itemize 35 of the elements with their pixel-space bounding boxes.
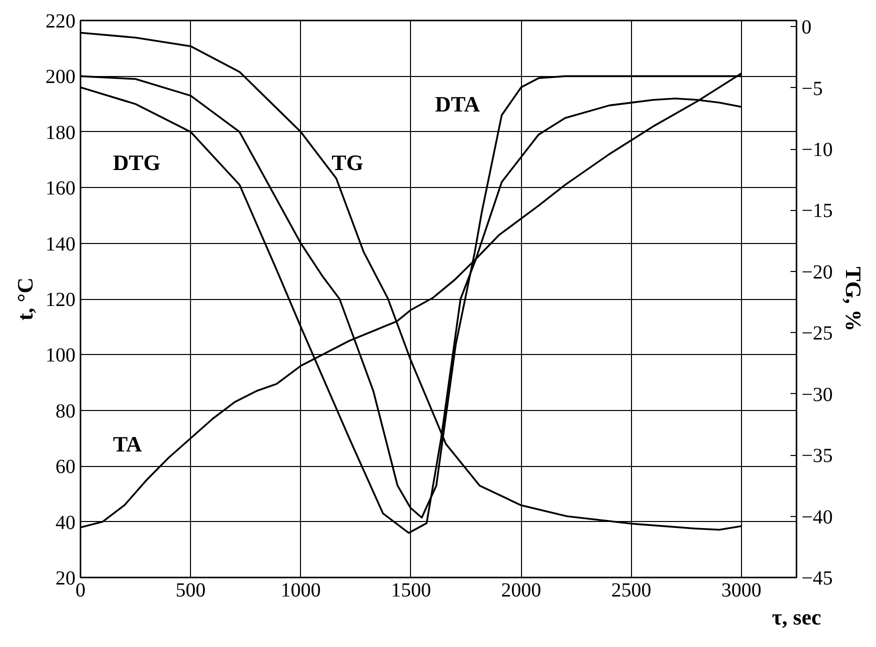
x-tick-label: 2000 [501,580,542,602]
y2-tick-label: −35 [802,445,833,468]
y-axis-title: t, °C [12,277,38,321]
y2-tick-label: −40 [802,506,833,528]
x-tick-label: 0 [76,580,86,602]
x-tick-label: 2500 [611,580,652,602]
y2-axis-title: TG, % [840,266,866,332]
y2-tick-label: −10 [802,139,833,162]
y-tick-label: 220 [46,10,76,32]
series-label: DTG [112,150,161,176]
y-tick-label: 180 [46,122,76,144]
y2-tick-label: −25 [802,322,833,345]
y-tick-label: 120 [46,289,76,311]
y-tick-label: 20 [56,568,76,590]
y-tick-label: 140 [46,233,76,256]
series-label: TA [112,431,142,456]
y-tick-label: 200 [46,66,76,88]
y-tick-label: 160 [46,178,76,200]
series-label: TG [332,150,364,176]
y2-tick-label: 0 [802,16,812,39]
y2-tick-label: −20 [802,261,833,284]
x-tick-label: 500 [176,580,206,602]
series-label: DTA [435,92,480,117]
y-tick-label: 60 [56,456,76,478]
x-tick-label: 3000 [721,580,762,602]
y2-tick-label: −5 [802,78,823,100]
y-tick-label: 40 [56,512,76,534]
x-axis-title: τ, sec [772,604,822,630]
x-tick-label: 1000 [280,580,321,602]
y2-tick-label: −30 [802,384,833,406]
y-tick-label: 100 [46,344,76,367]
y-tick-label: 80 [56,400,76,422]
y2-tick-label: −45 [802,568,833,590]
x-tick-label: 1500 [390,580,431,602]
y2-tick-label: −15 [802,200,833,222]
